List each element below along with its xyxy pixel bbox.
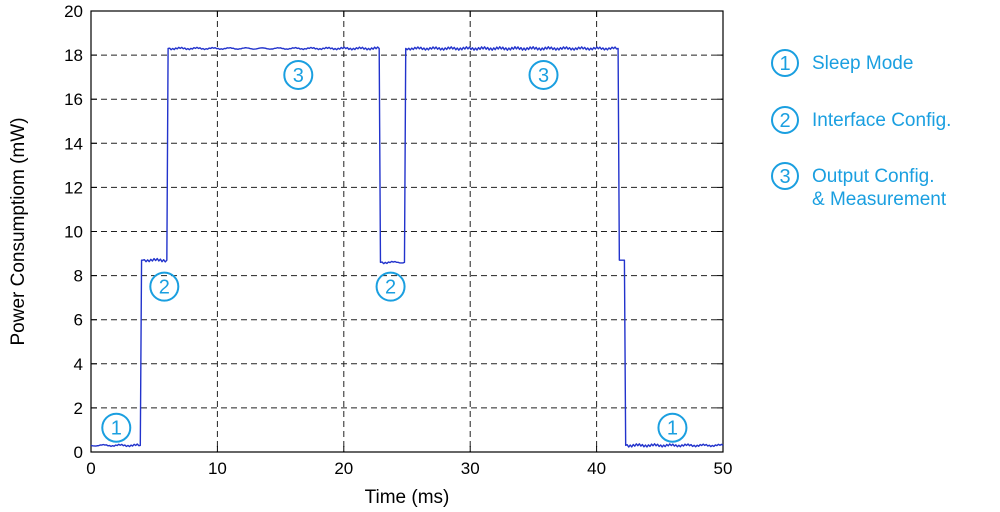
- y-tick-label: 12: [64, 178, 83, 197]
- legend-number: 2: [779, 110, 790, 132]
- phase-marker-number: 3: [293, 65, 304, 87]
- legend-label: Output Config.: [812, 166, 935, 187]
- y-tick-label: 0: [74, 443, 83, 462]
- phase-marker-circle: [149, 271, 180, 302]
- legend: 1 Sleep Mode 2 Interface Config. 3 Output Con…: [771, 49, 951, 210]
- legend-number: 1: [779, 53, 790, 75]
- phase-marker: 1: [657, 412, 688, 443]
- legend-number-circle: [771, 162, 799, 190]
- phase-annotations: 1 2 3 2 3 1: [101, 59, 688, 443]
- series-layer: [90, 46, 724, 448]
- legend-item: 1 Sleep Mode: [771, 49, 913, 77]
- y-tick-label: 4: [74, 355, 83, 374]
- phase-marker: 3: [528, 59, 559, 90]
- phase-marker: 2: [149, 271, 180, 302]
- y-tick-label: 20: [64, 2, 83, 21]
- grid-lines: [91, 11, 723, 452]
- y-tick-label: 10: [64, 223, 83, 242]
- legend-item: 2 Interface Config.: [771, 106, 951, 134]
- x-axis-title: Time (ms): [365, 487, 450, 508]
- x-tick-label: 30: [461, 459, 480, 478]
- phase-marker-number: 2: [159, 277, 170, 299]
- phase-marker-number: 1: [667, 418, 678, 440]
- legend-label: Sleep Mode: [812, 53, 913, 74]
- phase-marker-circle: [657, 412, 688, 443]
- x-tick-label: 10: [208, 459, 227, 478]
- y-tick-label: 14: [64, 134, 83, 153]
- phase-marker: 1: [101, 412, 132, 443]
- legend-label: Interface Config.: [812, 110, 951, 131]
- phase-marker-number: 1: [111, 418, 122, 440]
- phase-marker-number: 2: [385, 277, 396, 299]
- x-tick-label: 40: [587, 459, 606, 478]
- legend-item: 3 Output Config.& Measurement: [771, 162, 947, 210]
- legend-number: 3: [779, 166, 790, 188]
- x-tick-label: 0: [86, 459, 95, 478]
- y-tick-label: 16: [64, 90, 83, 109]
- phase-marker-circle: [528, 59, 559, 90]
- phase-marker: 2: [375, 271, 406, 302]
- phase-marker-circle: [101, 412, 132, 443]
- phase-marker-number: 3: [538, 65, 549, 87]
- x-tick-label: 50: [714, 459, 733, 478]
- y-tick-label: 6: [74, 311, 83, 330]
- legend-number-circle: [771, 49, 799, 77]
- legend-label-line2: & Measurement: [812, 189, 947, 210]
- y-axis-title: Power Consumptiom (mW): [8, 117, 29, 345]
- y-tick-label: 2: [74, 399, 83, 418]
- phase-marker-circle: [375, 271, 406, 302]
- phase-marker-circle: [283, 59, 314, 90]
- x-tick-label: 20: [334, 459, 353, 478]
- y-tick-label: 8: [74, 267, 83, 286]
- legend-number-circle: [771, 106, 799, 134]
- power-series-line: [90, 46, 724, 448]
- phase-marker: 3: [283, 59, 314, 90]
- y-tick-label: 18: [64, 46, 83, 65]
